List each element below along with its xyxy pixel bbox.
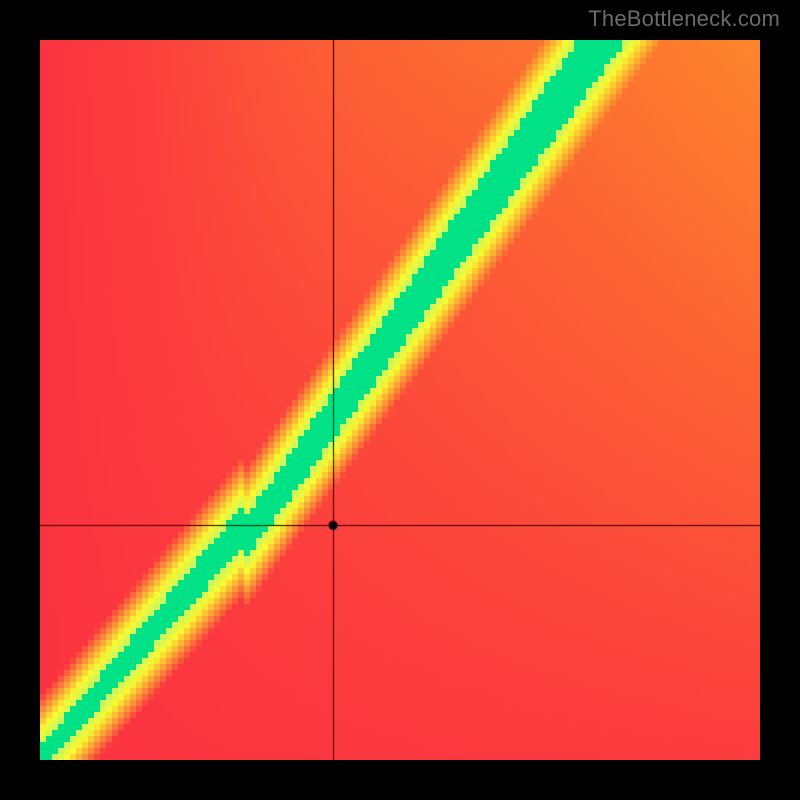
watermark-text: TheBottleneck.com: [588, 6, 780, 32]
bottleneck-heatmap: [40, 40, 760, 760]
chart-container: TheBottleneck.com: [0, 0, 800, 800]
